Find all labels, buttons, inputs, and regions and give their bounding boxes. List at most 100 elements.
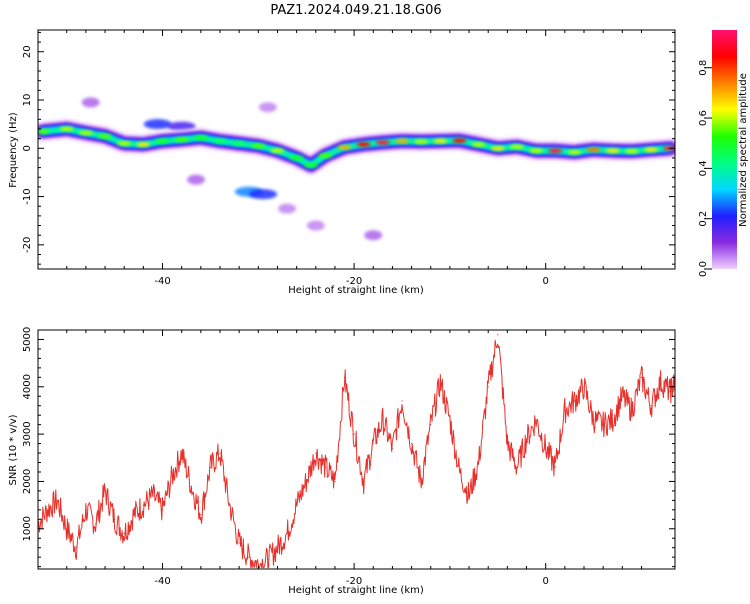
- snr-data-point: [564, 409, 566, 412]
- snr-panel: -40 -20 0 1000 2000 3000 4000 5000 Height of st…: [8, 327, 676, 596]
- snr-data-point: [305, 480, 307, 483]
- snr-data-point: [161, 509, 164, 511]
- spectrogram-y-tick-label: 0: [22, 145, 33, 151]
- snr-data-point: [353, 433, 355, 435]
- snr-data-point: [545, 447, 547, 449]
- colorbar-label: Normalized spectral amplitude: [738, 73, 749, 227]
- snr-y-tick-label: 2000: [22, 469, 33, 494]
- spectral-patch: [143, 119, 172, 130]
- snr-data-point: [372, 442, 374, 445]
- spectrogram-x-tick-label: 0: [542, 276, 548, 287]
- spectral-ridge-point: [375, 140, 390, 145]
- spectral-ridge-point: [395, 138, 409, 144]
- snr-data-point: [631, 409, 633, 412]
- snr-data-point: [334, 480, 336, 483]
- snr-data-point: [152, 495, 154, 497]
- snr-data-point: [142, 504, 144, 506]
- snr-x-tick-label: -40: [154, 576, 170, 587]
- spectrogram-y-tick-label: 10: [22, 94, 33, 107]
- colorbar-gradient: [712, 30, 737, 269]
- spectral-ridge-point: [318, 153, 333, 158]
- spectral-patch: [249, 189, 278, 200]
- snr-data-point: [133, 513, 135, 516]
- spectral-ridge-point: [289, 155, 304, 161]
- snr-data-point: [104, 490, 106, 492]
- spectral-ridge-point: [567, 149, 582, 155]
- snr-data-point: [449, 419, 451, 421]
- snr-data-point: [487, 386, 489, 388]
- spectral-ridge-point: [78, 130, 93, 136]
- snr-data-point: [123, 532, 125, 535]
- spectrogram-ticks: -40 -20 0 -20 -10 0 10 20: [22, 30, 675, 287]
- spectrogram-panel: -40 -20 0 -20 -10 0 10 20 Height of straight li…: [8, 29, 676, 296]
- spectral-ridge-point: [529, 148, 544, 153]
- spectrogram-y-tick-label: -20: [22, 237, 33, 253]
- snr-data-point: [458, 471, 461, 473]
- snr-data-point: [382, 419, 384, 421]
- spectral-ridge-point: [155, 138, 170, 144]
- snr-data-point: [468, 495, 470, 497]
- snr-ticks: -40 -20 0 1000 2000 3000 4000 5000: [22, 327, 675, 587]
- spectral-ridge-point: [270, 148, 285, 153]
- snr-data-point: [640, 376, 643, 378]
- spectral-ridge-point: [490, 146, 505, 151]
- spectrogram-x-tick-label: -40: [154, 276, 170, 287]
- spectral-ridge-point: [174, 137, 189, 142]
- snr-data-point: [669, 390, 671, 393]
- snr-y-tick-label: 4000: [22, 374, 33, 399]
- snr-data-point: [56, 499, 58, 501]
- snr-data-point: [46, 509, 49, 511]
- snr-data-point: [315, 452, 317, 454]
- spectral-ridge-point: [136, 142, 151, 147]
- snr-data-point: [506, 442, 508, 445]
- snr-frame: [37, 329, 676, 570]
- snr-data-point: [343, 376, 346, 378]
- snr-y-tick-label: 3000: [22, 421, 33, 446]
- snr-data-point: [75, 547, 77, 549]
- snr-data-point: [410, 442, 413, 445]
- spectral-ridge-point: [251, 143, 266, 149]
- spectral-ridge-point: [337, 145, 352, 150]
- snr-data-point: [592, 419, 595, 421]
- spectral-ridge-point: [509, 144, 524, 150]
- snr-data-point: [573, 400, 576, 402]
- snr-data-point: [660, 381, 662, 383]
- snr-data-point: [114, 518, 116, 520]
- spectral-patch: [278, 203, 297, 214]
- colorbar-tick-label: 0.0: [698, 261, 709, 277]
- spectral-patch: [187, 174, 206, 185]
- spectrogram-plot-area: [38, 97, 675, 241]
- snr-data-point: [430, 424, 432, 426]
- spectral-ridge-point: [414, 139, 429, 144]
- spectral-ridge-point: [644, 147, 659, 152]
- spectral-ridge-point: [213, 138, 227, 144]
- colorbar-tick-label: 0.8: [698, 60, 709, 76]
- snr-data-point: [296, 504, 298, 506]
- snr-data-point: [554, 466, 556, 468]
- snr-plot-area: [38, 334, 675, 569]
- snr-data-point: [228, 504, 231, 506]
- spectral-ridge-point: [232, 141, 247, 146]
- snr-data-point: [85, 509, 87, 511]
- snr-data-point: [238, 542, 240, 544]
- snr-x-tick-label: 0: [542, 576, 548, 587]
- snr-data-point: [66, 528, 68, 530]
- spectral-ridge-point: [59, 126, 74, 132]
- spectral-ridge-point: [193, 135, 208, 140]
- snr-data-point: [420, 480, 422, 483]
- spectral-ridge-point: [452, 138, 467, 143]
- snr-data-point: [171, 476, 173, 478]
- spectral-ridge-point: [586, 147, 601, 152]
- snr-data-point: [267, 558, 269, 561]
- snr-data-point: [181, 452, 183, 454]
- snr-data-point: [257, 563, 259, 565]
- spectrogram-frame: [37, 29, 676, 270]
- colorbar-tick-label: 0.4: [698, 160, 709, 176]
- snr-x-tick-label: -20: [346, 576, 362, 587]
- spectral-ridge-point: [38, 129, 50, 134]
- snr-data-point: [439, 381, 441, 383]
- snr-data-point: [401, 400, 403, 402]
- snr-series-line: [38, 339, 675, 569]
